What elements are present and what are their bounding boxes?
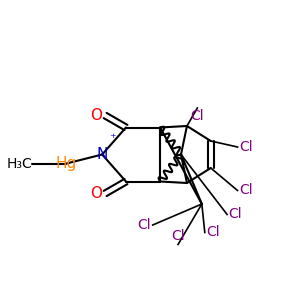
Text: Cl: Cl bbox=[239, 184, 253, 197]
Text: ⁺: ⁺ bbox=[109, 133, 115, 146]
Text: Cl: Cl bbox=[171, 229, 185, 243]
Text: O: O bbox=[90, 108, 102, 123]
Text: Cl: Cl bbox=[190, 110, 204, 124]
Text: Cl: Cl bbox=[206, 226, 220, 239]
Text: Cl: Cl bbox=[229, 208, 242, 221]
Text: Cl: Cl bbox=[239, 140, 253, 154]
Text: Cl: Cl bbox=[138, 218, 151, 232]
Text: O: O bbox=[90, 186, 102, 201]
Text: Hg: Hg bbox=[56, 156, 77, 171]
Text: H₃C: H₃C bbox=[7, 157, 32, 170]
Text: N: N bbox=[97, 147, 108, 162]
